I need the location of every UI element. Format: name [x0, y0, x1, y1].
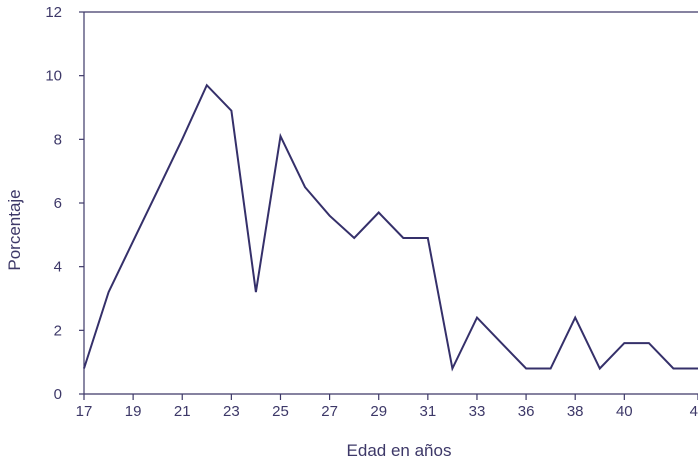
x-tick-label: 29 — [370, 403, 387, 420]
x-axis-title: Edad en años — [347, 441, 452, 460]
series-group — [83, 83, 698, 372]
x-axis-ticks: 17 19 21 23 25 27 29 31 33 36 38 40 44 — [76, 394, 698, 420]
x-tick-label: 27 — [321, 403, 338, 420]
series-line — [83, 83, 698, 372]
y-tick-label: 6 — [54, 195, 62, 212]
x-tick-label: 36 — [518, 403, 535, 420]
y-tick-label: 2 — [54, 322, 62, 339]
y-tick-label: 0 — [54, 386, 62, 403]
y-tick-label: 10 — [45, 68, 62, 85]
x-tick-label: 44 — [690, 403, 698, 420]
x-tick-label: 17 — [76, 403, 93, 420]
y-axis-title: Porcentaje — [5, 189, 24, 270]
x-tick-label: 40 — [616, 403, 633, 420]
y-axis-ticks: 0 2 4 6 8 10 12 — [45, 4, 84, 403]
y-tick-label: 4 — [54, 259, 62, 276]
x-tick-label: 31 — [419, 403, 436, 420]
x-tick-label: 38 — [567, 403, 584, 420]
x-tick-label: 25 — [272, 403, 289, 420]
x-tick-label: 19 — [125, 403, 142, 420]
y-tick-label: 12 — [45, 4, 62, 21]
axes — [83, 11, 698, 395]
y-tick-label: 8 — [54, 131, 62, 148]
x-tick-label: 21 — [174, 403, 191, 420]
x-tick-label: 33 — [469, 403, 486, 420]
x-tick-label: 23 — [223, 403, 240, 420]
